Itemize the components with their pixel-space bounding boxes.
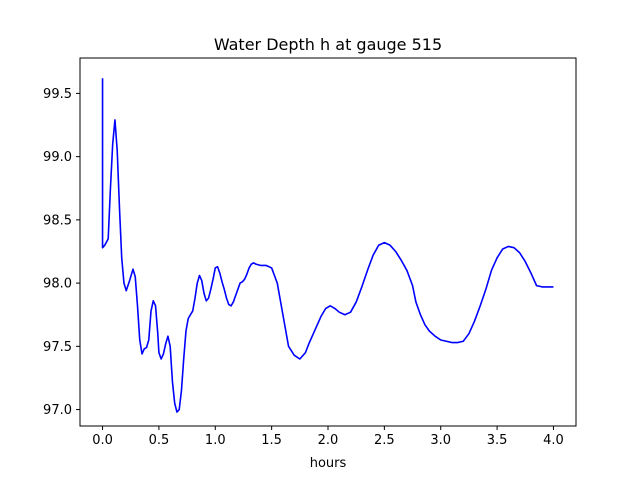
x-tick-label: 3.0 [430, 433, 451, 448]
y-tick-label: 98.5 [43, 213, 72, 228]
x-axis-label: hours [310, 456, 347, 471]
x-tick-label: 3.5 [487, 433, 508, 448]
y-tick-label: 99.5 [43, 87, 72, 102]
y-tick-label: 97.5 [43, 340, 72, 355]
y-tick-label: 98.0 [43, 277, 72, 292]
x-tick-label: 0.0 [92, 433, 113, 448]
x-tick-label: 0.5 [149, 433, 170, 448]
series-line-0 [101, 78, 554, 413]
x-tick-label: 4.0 [543, 433, 564, 448]
x-tick-label: 2.5 [374, 433, 395, 448]
chart-title: Water Depth h at gauge 515 [214, 35, 442, 54]
y-tick-label: 99.0 [43, 150, 72, 165]
x-tick-label: 1.0 [205, 433, 226, 448]
x-axis-ticks: 0.0 0.5 1.0 1.5 2.0 2.5 3.0 3.5 4.0 [92, 426, 564, 448]
y-tick-label: 97.0 [43, 403, 72, 418]
x-tick-label: 2.0 [318, 433, 339, 448]
plot-area [101, 78, 554, 413]
y-axis-ticks: 97.0 97.5 98.0 98.5 99.0 99.5 [43, 87, 80, 418]
x-tick-label: 1.5 [261, 433, 282, 448]
